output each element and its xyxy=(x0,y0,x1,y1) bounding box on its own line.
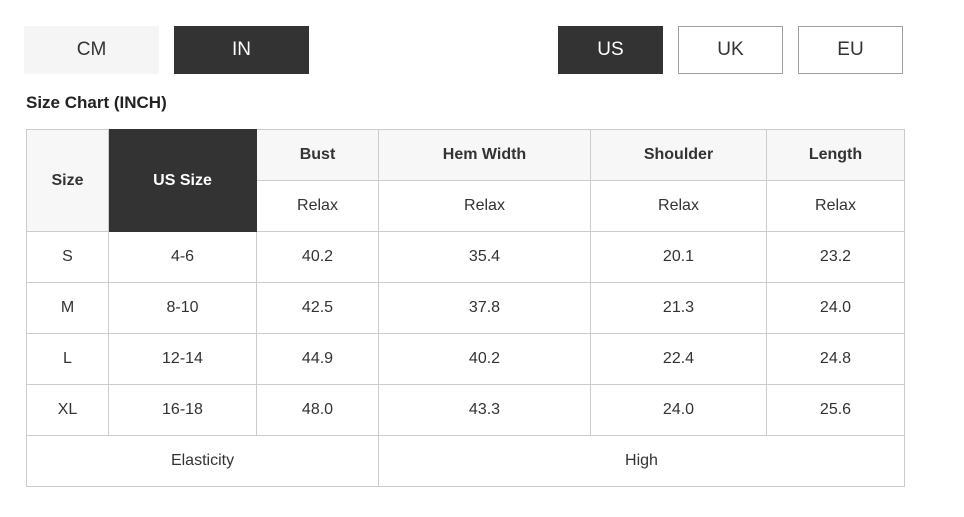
fit-cell-hem-width: Relax xyxy=(378,180,591,232)
col-header-bust: Bust xyxy=(256,129,379,181)
bust-cell: 44.9 xyxy=(256,333,379,385)
shoulder-cell: 21.3 xyxy=(590,282,767,334)
size-cell: S xyxy=(26,231,109,283)
us-size-cell: 4-6 xyxy=(108,231,257,283)
page-title: Size Chart (INCH) xyxy=(26,93,167,112)
region-toggle-us-button[interactable]: US xyxy=(558,26,663,74)
table-row-s: S 4-6 40.2 35.4 20.1 23.2 xyxy=(26,231,905,283)
table-row-l: L 12-14 44.9 40.2 22.4 24.8 xyxy=(26,333,905,385)
header-row-fit: Relax Relax Relax Relax xyxy=(27,180,905,232)
size-cell: L xyxy=(26,333,109,385)
shoulder-cell: 22.4 xyxy=(590,333,767,385)
size-chart-table: Size US Size Bust Hem Width Shoulder Len… xyxy=(26,129,905,487)
hem-width-cell: 37.8 xyxy=(378,282,591,334)
header-row-measures: Size US Size Bust Hem Width Shoulder Len… xyxy=(26,129,905,232)
us-size-cell: 8-10 xyxy=(108,282,257,334)
length-cell: 25.6 xyxy=(766,384,905,436)
fit-cell-length: Relax xyxy=(766,180,905,232)
col-header-us-size: US Size xyxy=(108,129,257,232)
region-toggle-group: US UK EU xyxy=(558,26,903,74)
unit-toggle-cm-button[interactable]: CM xyxy=(24,26,159,74)
length-cell: 24.0 xyxy=(766,282,905,334)
region-toggle-uk-button[interactable]: UK xyxy=(678,26,783,74)
hem-width-cell: 40.2 xyxy=(378,333,591,385)
bust-cell: 42.5 xyxy=(256,282,379,334)
fit-cell-bust: Relax xyxy=(256,180,379,232)
shoulder-cell: 24.0 xyxy=(590,384,767,436)
shoulder-cell: 20.1 xyxy=(590,231,767,283)
region-toggle-eu-button[interactable]: EU xyxy=(798,26,903,74)
unit-toggle-group: CM IN xyxy=(24,26,309,74)
col-header-shoulder: Shoulder xyxy=(590,129,767,181)
elasticity-value-cell: High xyxy=(378,435,905,487)
us-size-cell: 16-18 xyxy=(108,384,257,436)
length-cell: 23.2 xyxy=(766,231,905,283)
table-row-xl: XL 16-18 48.0 43.3 24.0 25.6 xyxy=(26,384,905,436)
size-cell: XL xyxy=(26,384,109,436)
us-size-cell: 12-14 xyxy=(108,333,257,385)
elasticity-label-cell: Elasticity xyxy=(26,435,379,487)
length-cell: 24.8 xyxy=(766,333,905,385)
toggle-bar: CM IN US UK EU xyxy=(24,26,903,74)
col-header-length: Length xyxy=(766,129,905,181)
hem-width-cell: 43.3 xyxy=(378,384,591,436)
hem-width-cell: 35.4 xyxy=(378,231,591,283)
bust-cell: 40.2 xyxy=(256,231,379,283)
fit-cell-shoulder: Relax xyxy=(590,180,767,232)
footer-row-elasticity: Elasticity High xyxy=(26,435,905,487)
table-row-m: M 8-10 42.5 37.8 21.3 24.0 xyxy=(26,282,905,334)
col-header-size: Size xyxy=(26,129,109,232)
unit-toggle-in-button[interactable]: IN xyxy=(174,26,309,74)
col-header-hem-width: Hem Width xyxy=(378,129,591,181)
bust-cell: 48.0 xyxy=(256,384,379,436)
size-cell: M xyxy=(26,282,109,334)
